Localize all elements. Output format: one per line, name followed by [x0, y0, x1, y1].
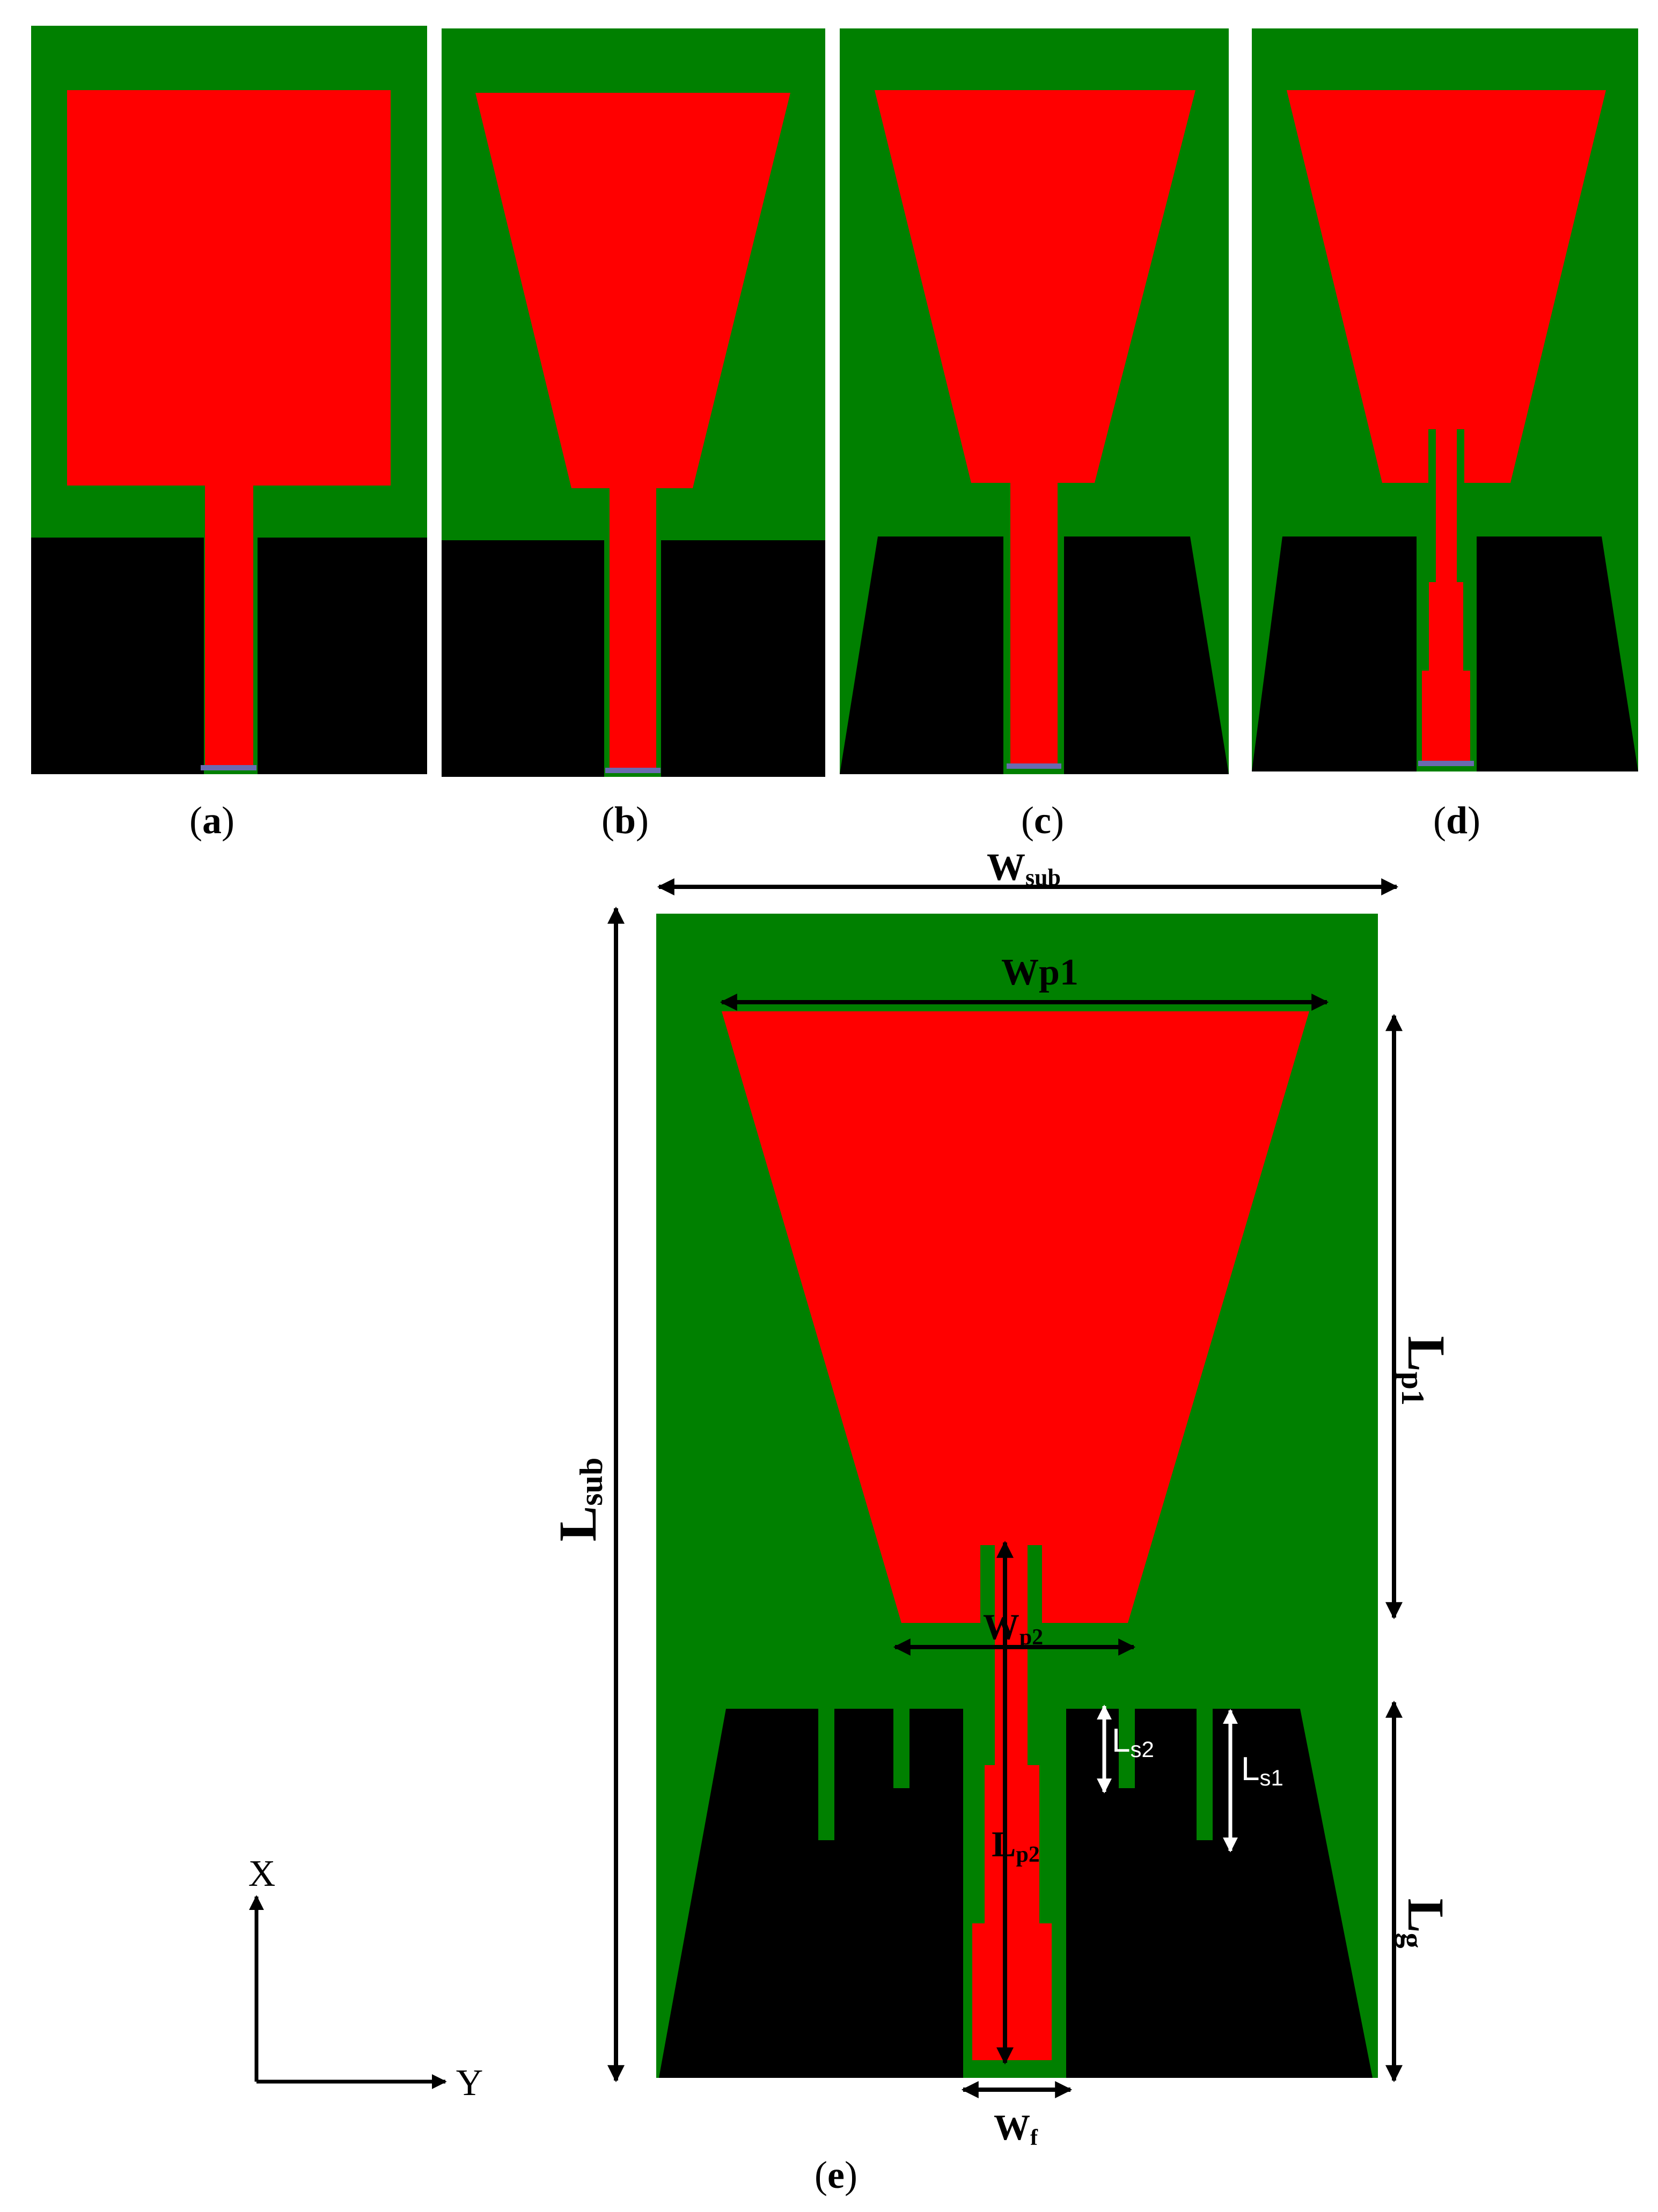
panel-b-trapezoid-patch: [442, 28, 825, 777]
coordinate-axes: [249, 1895, 447, 2089]
lp2-label: Lp2: [992, 1824, 1040, 1867]
slot-left: [1428, 429, 1436, 483]
feed-port: [605, 768, 661, 773]
feed-line: [610, 486, 656, 769]
radiating-patch: [67, 90, 391, 486]
panel-c-tapered-ground: [840, 28, 1229, 774]
y-axis-label: Y: [456, 2062, 483, 2104]
lp1-label: Lp1: [1395, 1336, 1456, 1406]
radiating-patch: [875, 90, 1195, 483]
caption-e: (e): [815, 2154, 857, 2196]
wsub-label: Wsub: [987, 846, 1061, 891]
ground-slot-1: [818, 1709, 834, 1840]
slot-right: [1028, 1545, 1042, 1623]
wp1-label: Wp1: [1001, 952, 1079, 993]
caption-b: (b): [601, 799, 649, 842]
ground-plane-right: [1066, 1709, 1373, 2078]
ground-plane-right: [258, 538, 427, 774]
ground-plane-left: [659, 1709, 963, 2078]
slot-dimension-arrows: [1097, 1704, 1238, 1853]
caption-c: (c): [1021, 799, 1064, 842]
x-axis-label: X: [248, 1853, 276, 1894]
ground-plane-right: [1477, 537, 1638, 771]
caption-a: (a): [189, 799, 234, 842]
wp2-label: Wp2: [983, 1606, 1043, 1650]
dimension-arrows: [607, 878, 1403, 2098]
feed-line: [1010, 480, 1058, 765]
ground-plane-left: [1252, 537, 1417, 771]
panel-a-rectangular-patch: [31, 26, 427, 774]
ground-plane-left: [442, 540, 604, 777]
stepped-feed-line: [1422, 429, 1470, 762]
panel-d-stepped-feed: [1252, 28, 1638, 771]
ls2-label: Ls2: [1112, 1722, 1154, 1762]
radiating-patch: [1287, 90, 1606, 483]
ground-plane-left: [840, 537, 1003, 774]
feed-line: [205, 483, 253, 766]
ground-plane-left: [31, 538, 204, 774]
slot-left: [980, 1545, 995, 1623]
ground-plane-right: [1064, 537, 1229, 774]
ground-slot-2: [893, 1709, 909, 1788]
feed-port: [1418, 761, 1474, 766]
caption-d: (d): [1433, 799, 1480, 842]
ground-slot-4: [1197, 1709, 1213, 1840]
radiating-patch: [475, 93, 790, 488]
slot-right: [1457, 429, 1464, 483]
lg-label: Lg: [1395, 1898, 1455, 1948]
ls1-label: Ls1: [1241, 1751, 1283, 1790]
feed-port: [201, 765, 256, 770]
wf-label: Wf: [994, 2107, 1038, 2150]
lsub-label: Lsub: [548, 1458, 609, 1542]
radiating-patch: [722, 1011, 1309, 1623]
panel-e-final-design: [656, 914, 1378, 2078]
ground-slot-3: [1119, 1709, 1135, 1788]
ground-plane-right: [661, 540, 825, 777]
feed-port: [1007, 763, 1061, 769]
